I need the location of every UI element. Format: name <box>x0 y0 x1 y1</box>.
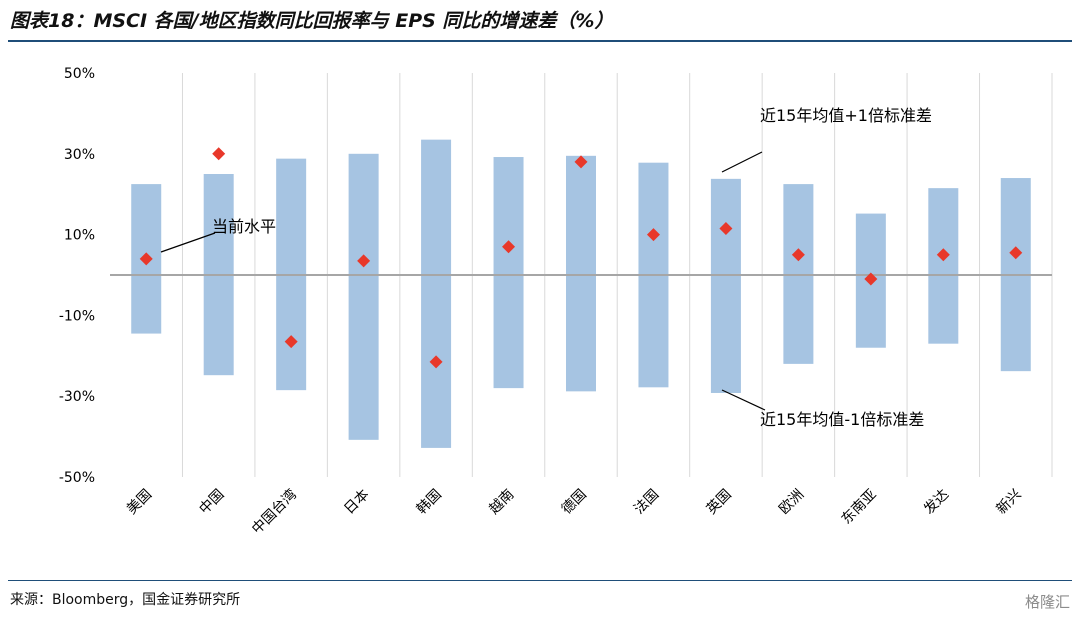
y-axis-ticks: 50% 30% 10% -10% -30% -50% <box>59 66 95 486</box>
std-band-5 <box>421 139 452 448</box>
x-tick-label: 越南 <box>486 487 517 518</box>
std-band-7 <box>566 155 596 392</box>
x-tick-label: 发达 <box>921 487 952 518</box>
y-tick-label: -30% <box>59 389 95 405</box>
current-level-marker-8 <box>646 228 660 242</box>
current-level-marker-1 <box>139 252 153 266</box>
chart-title: 图表18：MSCI 各国/地区指数同比回报率与 EPS 同比的增速差（%） <box>10 10 614 32</box>
x-tick-label: 德国 <box>559 487 590 518</box>
current-level-marker-11 <box>864 272 878 286</box>
chart: 50% 30% 10% -10% -30% -50% 美国 中国 中国台湾 日本 韩国 越南 德国 法国… <box>59 66 1053 538</box>
annotation-leader <box>721 151 763 173</box>
annotation-upper-std: 近15年均值+1倍标准差 <box>760 106 932 125</box>
y-tick-label: 10% <box>64 228 95 244</box>
x-tick-label: 欧洲 <box>776 487 807 518</box>
current-level-marker-9 <box>719 222 733 236</box>
x-tick-label: 法国 <box>631 487 662 518</box>
std-band-6 <box>493 157 524 389</box>
marker-layer <box>139 147 1023 369</box>
annotation-current-level: 当前水平 <box>212 217 276 236</box>
source-note: 来源：Bloomberg，国金证券研究所 <box>10 592 241 608</box>
x-tick-label: 新兴 <box>993 487 1024 518</box>
std-band-9 <box>710 178 741 393</box>
std-band-10 <box>783 184 814 364</box>
std-band-12 <box>928 188 959 344</box>
current-level-marker-2 <box>212 147 226 161</box>
x-tick-label: 中国台湾 <box>248 486 300 538</box>
current-level-marker-3 <box>284 335 298 349</box>
current-level-marker-7 <box>574 155 588 169</box>
title-rule <box>8 40 1072 42</box>
annotation-lower-std: 近15年均值-1倍标准差 <box>760 410 924 429</box>
std-band-4 <box>348 153 379 440</box>
current-level-marker-6 <box>502 240 516 254</box>
annotation-leader <box>160 232 216 253</box>
x-axis-ticks: 美国 中国 中国台湾 日本 韩国 越南 德国 法国 英国 欧洲 东南亚 发达 新兴 <box>124 486 1025 538</box>
y-tick-label: -10% <box>59 308 95 324</box>
x-tick-label: 中国 <box>196 487 227 518</box>
x-tick-label: 英国 <box>703 486 735 518</box>
y-tick-label: -50% <box>59 470 95 486</box>
x-tick-label: 东南亚 <box>839 487 880 528</box>
x-tick-label: 美国 <box>124 487 155 518</box>
watermark-logo: 格隆汇 <box>1024 593 1070 611</box>
x-tick-label: 韩国 <box>414 487 445 518</box>
annotation-leader <box>721 389 766 411</box>
y-tick-label: 50% <box>64 66 95 82</box>
current-level-marker-4 <box>357 254 371 268</box>
band-layer <box>131 139 1031 448</box>
current-level-marker-10 <box>791 248 805 262</box>
current-level-marker-12 <box>936 248 950 262</box>
y-tick-label: 30% <box>64 147 95 163</box>
x-tick-label: 日本 <box>341 487 372 518</box>
current-level-marker-5 <box>429 355 443 369</box>
footer-rule <box>8 580 1072 581</box>
current-level-marker-13 <box>1009 246 1023 260</box>
